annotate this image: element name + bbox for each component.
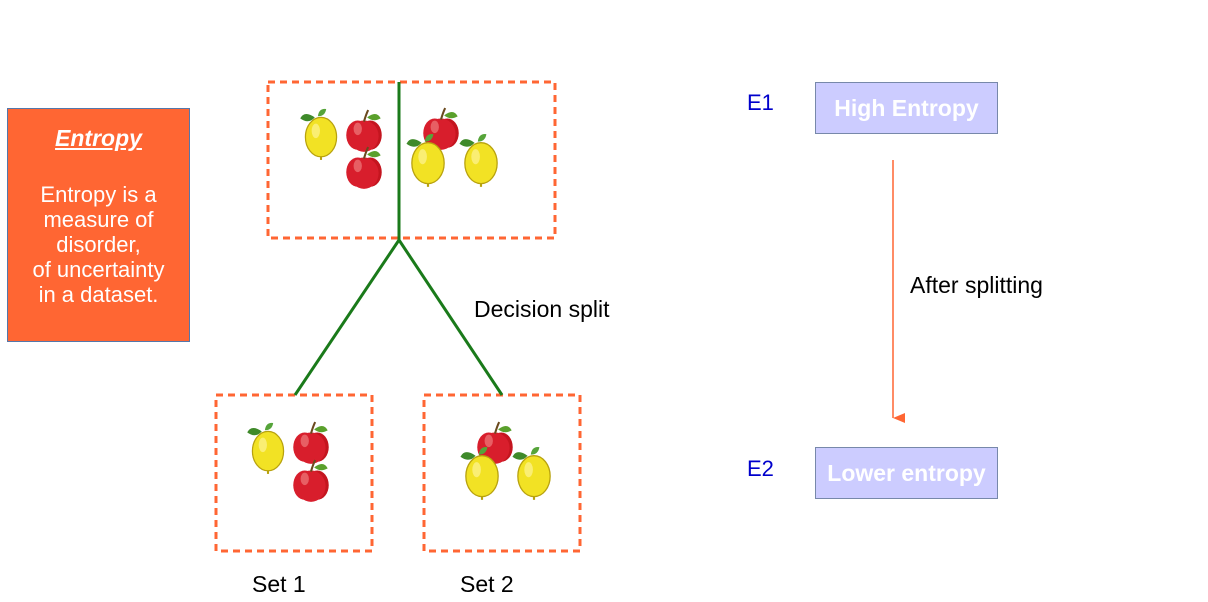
- branch-right: [397, 239, 504, 396]
- set2-box: [422, 393, 582, 553]
- set1-box: [214, 393, 374, 553]
- lemon-icon: [511, 446, 552, 501]
- e1-label: E1: [747, 90, 774, 115]
- set1-fruits: [246, 421, 330, 503]
- set2-label: Set 2: [460, 571, 514, 597]
- apple-icon: [292, 421, 330, 465]
- lower-entropy-box: Lower entropy: [815, 447, 998, 499]
- entropy-definition-box: Entropy Entropy is a measure of disorder…: [7, 108, 190, 342]
- lemon-icon: [458, 133, 499, 188]
- apple-icon: [345, 146, 383, 190]
- lemon-icon: [299, 108, 338, 161]
- set2-fruits: [459, 421, 552, 501]
- apple-icon: [345, 109, 383, 153]
- branch-left: [293, 239, 401, 396]
- high-entropy-box: High Entropy: [815, 82, 998, 134]
- apple-icon: [292, 459, 330, 503]
- lemon-icon: [246, 422, 285, 475]
- decision-split-label: Decision split: [474, 296, 610, 322]
- parent-fruit-group-left: [299, 108, 383, 190]
- definition-text: Entropy is a measure of disorder, of unc…: [32, 182, 165, 307]
- decision-branches: [293, 82, 504, 396]
- definition-title: Entropy: [55, 125, 142, 151]
- parent-set-box: [266, 80, 557, 240]
- set1-label: Set 1: [252, 571, 306, 597]
- parent-fruit-group-right: [405, 107, 499, 188]
- e2-label: E2: [747, 456, 774, 481]
- after-splitting-label: After splitting: [910, 272, 1043, 298]
